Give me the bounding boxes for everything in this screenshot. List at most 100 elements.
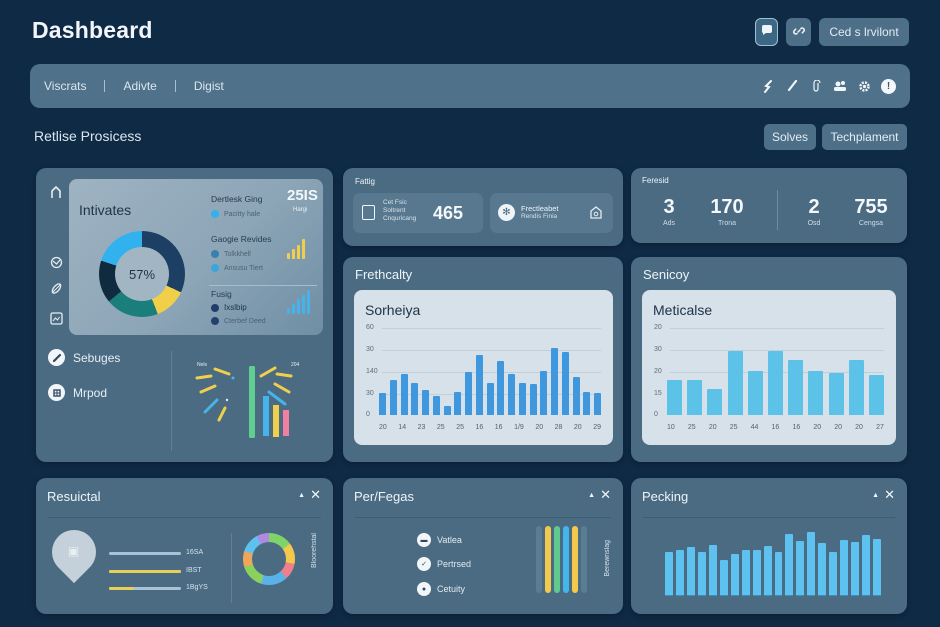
nav-item-digist[interactable]: Digist <box>193 79 224 93</box>
bar[interactable] <box>529 384 537 415</box>
bar[interactable] <box>747 371 763 415</box>
bar[interactable] <box>848 360 864 415</box>
bar[interactable] <box>767 351 783 415</box>
chat-button[interactable] <box>755 18 778 46</box>
bar[interactable] <box>665 552 673 596</box>
bar[interactable] <box>422 390 429 415</box>
techplament-button[interactable]: Techplament <box>822 124 907 150</box>
bar[interactable] <box>443 406 451 415</box>
bar[interactable] <box>465 372 472 415</box>
collapse-icon[interactable]: ▲ <box>872 491 880 499</box>
nav-item-viscrats[interactable]: Viscrats <box>44 79 87 93</box>
stat-tile[interactable]: Cet Fsic Soltrent Cnquricang 465 <box>353 193 483 233</box>
link-button[interactable] <box>786 18 811 46</box>
bar[interactable] <box>829 552 838 596</box>
close-icon[interactable]: ✕ <box>310 487 321 502</box>
paperclip-icon[interactable] <box>809 78 823 94</box>
bar[interactable] <box>583 392 591 415</box>
bar[interactable] <box>454 392 462 415</box>
bar[interactable] <box>774 552 783 596</box>
close-icon[interactable]: ✕ <box>884 487 895 502</box>
bar-series <box>667 327 884 415</box>
bar[interactable] <box>868 375 884 415</box>
bar[interactable] <box>400 374 408 415</box>
stat-tile[interactable]: ✻ Frectleabet Rendis Finia <box>490 193 613 233</box>
bar[interactable] <box>508 374 515 415</box>
bar[interactable] <box>763 546 772 596</box>
kpi-label: Osd <box>807 220 821 227</box>
kpi-value: 170 <box>710 196 744 218</box>
solves-button[interactable]: Solves <box>764 124 816 150</box>
bar[interactable] <box>785 534 794 596</box>
gear-ring-chart[interactable] <box>243 533 295 585</box>
list-item[interactable]: ✓ Pertrsed <box>417 557 471 571</box>
close-icon[interactable]: ✕ <box>600 487 611 502</box>
bar[interactable] <box>667 380 682 415</box>
bar[interactable] <box>572 377 580 415</box>
feresid-stats-card: Feresid 3 Ads 170 Trona 2 Osd 755 Cengsa <box>631 168 907 243</box>
bar[interactable] <box>741 550 750 596</box>
bar[interactable] <box>475 355 483 415</box>
bar[interactable] <box>873 539 882 596</box>
donut-value: 57% <box>115 247 169 301</box>
bar[interactable] <box>497 361 505 415</box>
legend-item[interactable]: Cterbef Deed <box>211 317 266 325</box>
list-item[interactable]: ▬ Vatlea <box>417 533 462 547</box>
bar[interactable] <box>719 560 728 596</box>
bar[interactable] <box>808 371 824 415</box>
bar[interactable] <box>727 351 743 415</box>
collapse-icon[interactable]: ▲ <box>298 491 306 499</box>
bar[interactable] <box>686 547 695 596</box>
users-icon[interactable] <box>833 78 847 94</box>
nav-item-adivte[interactable]: Adivte <box>123 79 157 93</box>
home-icon[interactable] <box>48 185 64 202</box>
mrpod-item[interactable]: Mrpod <box>48 384 107 401</box>
gear-icon[interactable] <box>857 78 871 94</box>
image-icon[interactable] <box>48 312 64 328</box>
wrench-icon[interactable] <box>761 78 775 94</box>
list-item[interactable]: ● Cetuity <box>417 582 465 596</box>
bar[interactable] <box>807 532 816 596</box>
bar[interactable] <box>411 383 419 415</box>
bar[interactable] <box>379 393 386 415</box>
bar[interactable] <box>708 545 717 596</box>
kpi-label: Ads <box>662 220 676 227</box>
bar[interactable] <box>540 371 548 415</box>
target-icon[interactable] <box>48 256 64 272</box>
legend-item[interactable]: Tolkkhell <box>211 250 271 258</box>
bar[interactable] <box>687 380 703 415</box>
bar[interactable] <box>840 540 849 596</box>
bar[interactable] <box>788 360 804 415</box>
bar[interactable] <box>561 352 569 415</box>
bar[interactable] <box>551 348 558 415</box>
bar[interactable] <box>518 383 526 415</box>
bar[interactable] <box>697 552 706 596</box>
bar[interactable] <box>862 535 871 596</box>
stripe <box>545 526 551 593</box>
house-icon[interactable] <box>589 205 603 222</box>
legend-item[interactable]: Pacitty hale <box>211 210 263 218</box>
bar[interactable] <box>675 550 684 596</box>
sebuges-item[interactable]: Sebuges <box>48 349 120 366</box>
legend-item[interactable]: Ansusu Tiert <box>211 264 271 272</box>
header-action-button[interactable]: Ced s lrvilont <box>819 18 909 46</box>
bar[interactable] <box>594 393 601 415</box>
bar[interactable] <box>818 543 827 596</box>
x-tick: 20 <box>834 424 843 431</box>
pencil-icon[interactable] <box>785 78 799 94</box>
bar[interactable] <box>486 383 494 415</box>
bar[interactable] <box>796 541 805 596</box>
section-title: Retlise Prosicess <box>34 128 142 144</box>
bar[interactable] <box>432 396 440 415</box>
bar[interactable] <box>828 373 844 415</box>
bar[interactable] <box>851 542 860 596</box>
info-icon[interactable]: ! <box>881 78 896 94</box>
bar[interactable] <box>730 554 739 596</box>
collapse-icon[interactable]: ▲ <box>588 491 596 499</box>
satellite-icon[interactable] <box>48 282 64 298</box>
bar[interactable] <box>389 380 397 415</box>
donut-chart[interactable]: 57% <box>99 231 185 317</box>
legend-item[interactable]: Ixslbip <box>211 303 266 312</box>
bar[interactable] <box>752 550 761 596</box>
bar[interactable] <box>707 389 723 415</box>
